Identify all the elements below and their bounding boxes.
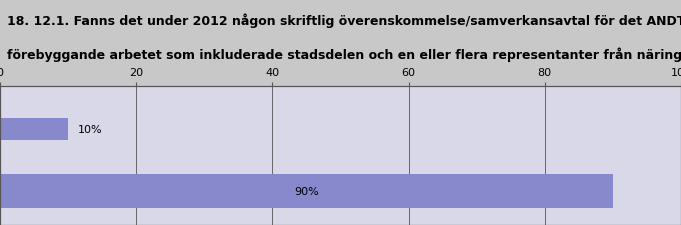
Bar [0,174,613,208]
Text: 10%: 10% [78,125,103,135]
Text: 18. 12.1. Fanns det under 2012 någon skriftlig överenskommelse/samverkansavtal f: 18. 12.1. Fanns det under 2012 någon skr… [7,13,681,27]
Bar [0,119,68,140]
Text: förebyggande arbetet som inkluderade stadsdelen och en eller flera representante: förebyggande arbetet som inkluderade sta… [7,48,681,62]
Text: 90%: 90% [294,186,319,196]
